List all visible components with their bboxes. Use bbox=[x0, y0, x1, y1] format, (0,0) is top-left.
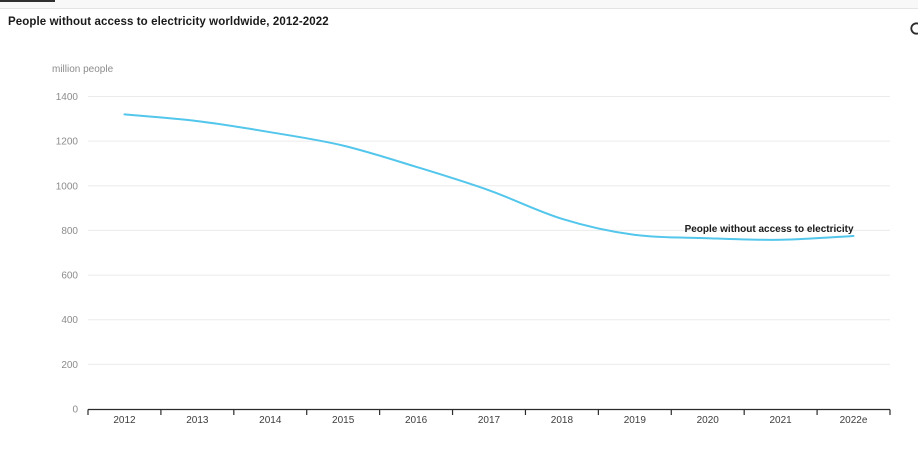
x-tick-label: 2015 bbox=[332, 415, 355, 426]
series-label: People without access to electricity bbox=[685, 224, 854, 235]
page-title: People without access to electricity wor… bbox=[8, 16, 329, 28]
x-tick-label: 2021 bbox=[770, 415, 793, 426]
top-divider bbox=[0, 0, 918, 9]
x-tick-label: 2018 bbox=[551, 415, 574, 426]
x-tick-label: 2013 bbox=[186, 415, 209, 426]
top-left-accent-bar bbox=[0, 0, 55, 2]
y-tick-label: 800 bbox=[61, 226, 78, 237]
x-tick-label: 2012 bbox=[113, 415, 136, 426]
y-tick-label: 600 bbox=[61, 271, 78, 282]
x-tick-label: 2014 bbox=[259, 415, 282, 426]
series-line bbox=[123, 113, 855, 241]
y-tick-label: 400 bbox=[61, 315, 78, 326]
x-tick-label: 2020 bbox=[697, 415, 720, 426]
x-tick-label: 2017 bbox=[478, 415, 501, 426]
y-tick-label: 1400 bbox=[56, 92, 79, 103]
y-axis-unit-label: million people bbox=[52, 64, 114, 75]
x-tick-label: 2022e bbox=[840, 415, 868, 426]
y-tick-label: 1000 bbox=[56, 181, 79, 192]
y-tick-label: 0 bbox=[72, 405, 78, 416]
y-tick-label: 200 bbox=[61, 360, 78, 371]
y-tick-label: 1200 bbox=[56, 137, 79, 148]
circle-icon[interactable] bbox=[909, 21, 918, 36]
x-tick-label: 2016 bbox=[405, 415, 428, 426]
x-tick-label: 2019 bbox=[624, 415, 647, 426]
